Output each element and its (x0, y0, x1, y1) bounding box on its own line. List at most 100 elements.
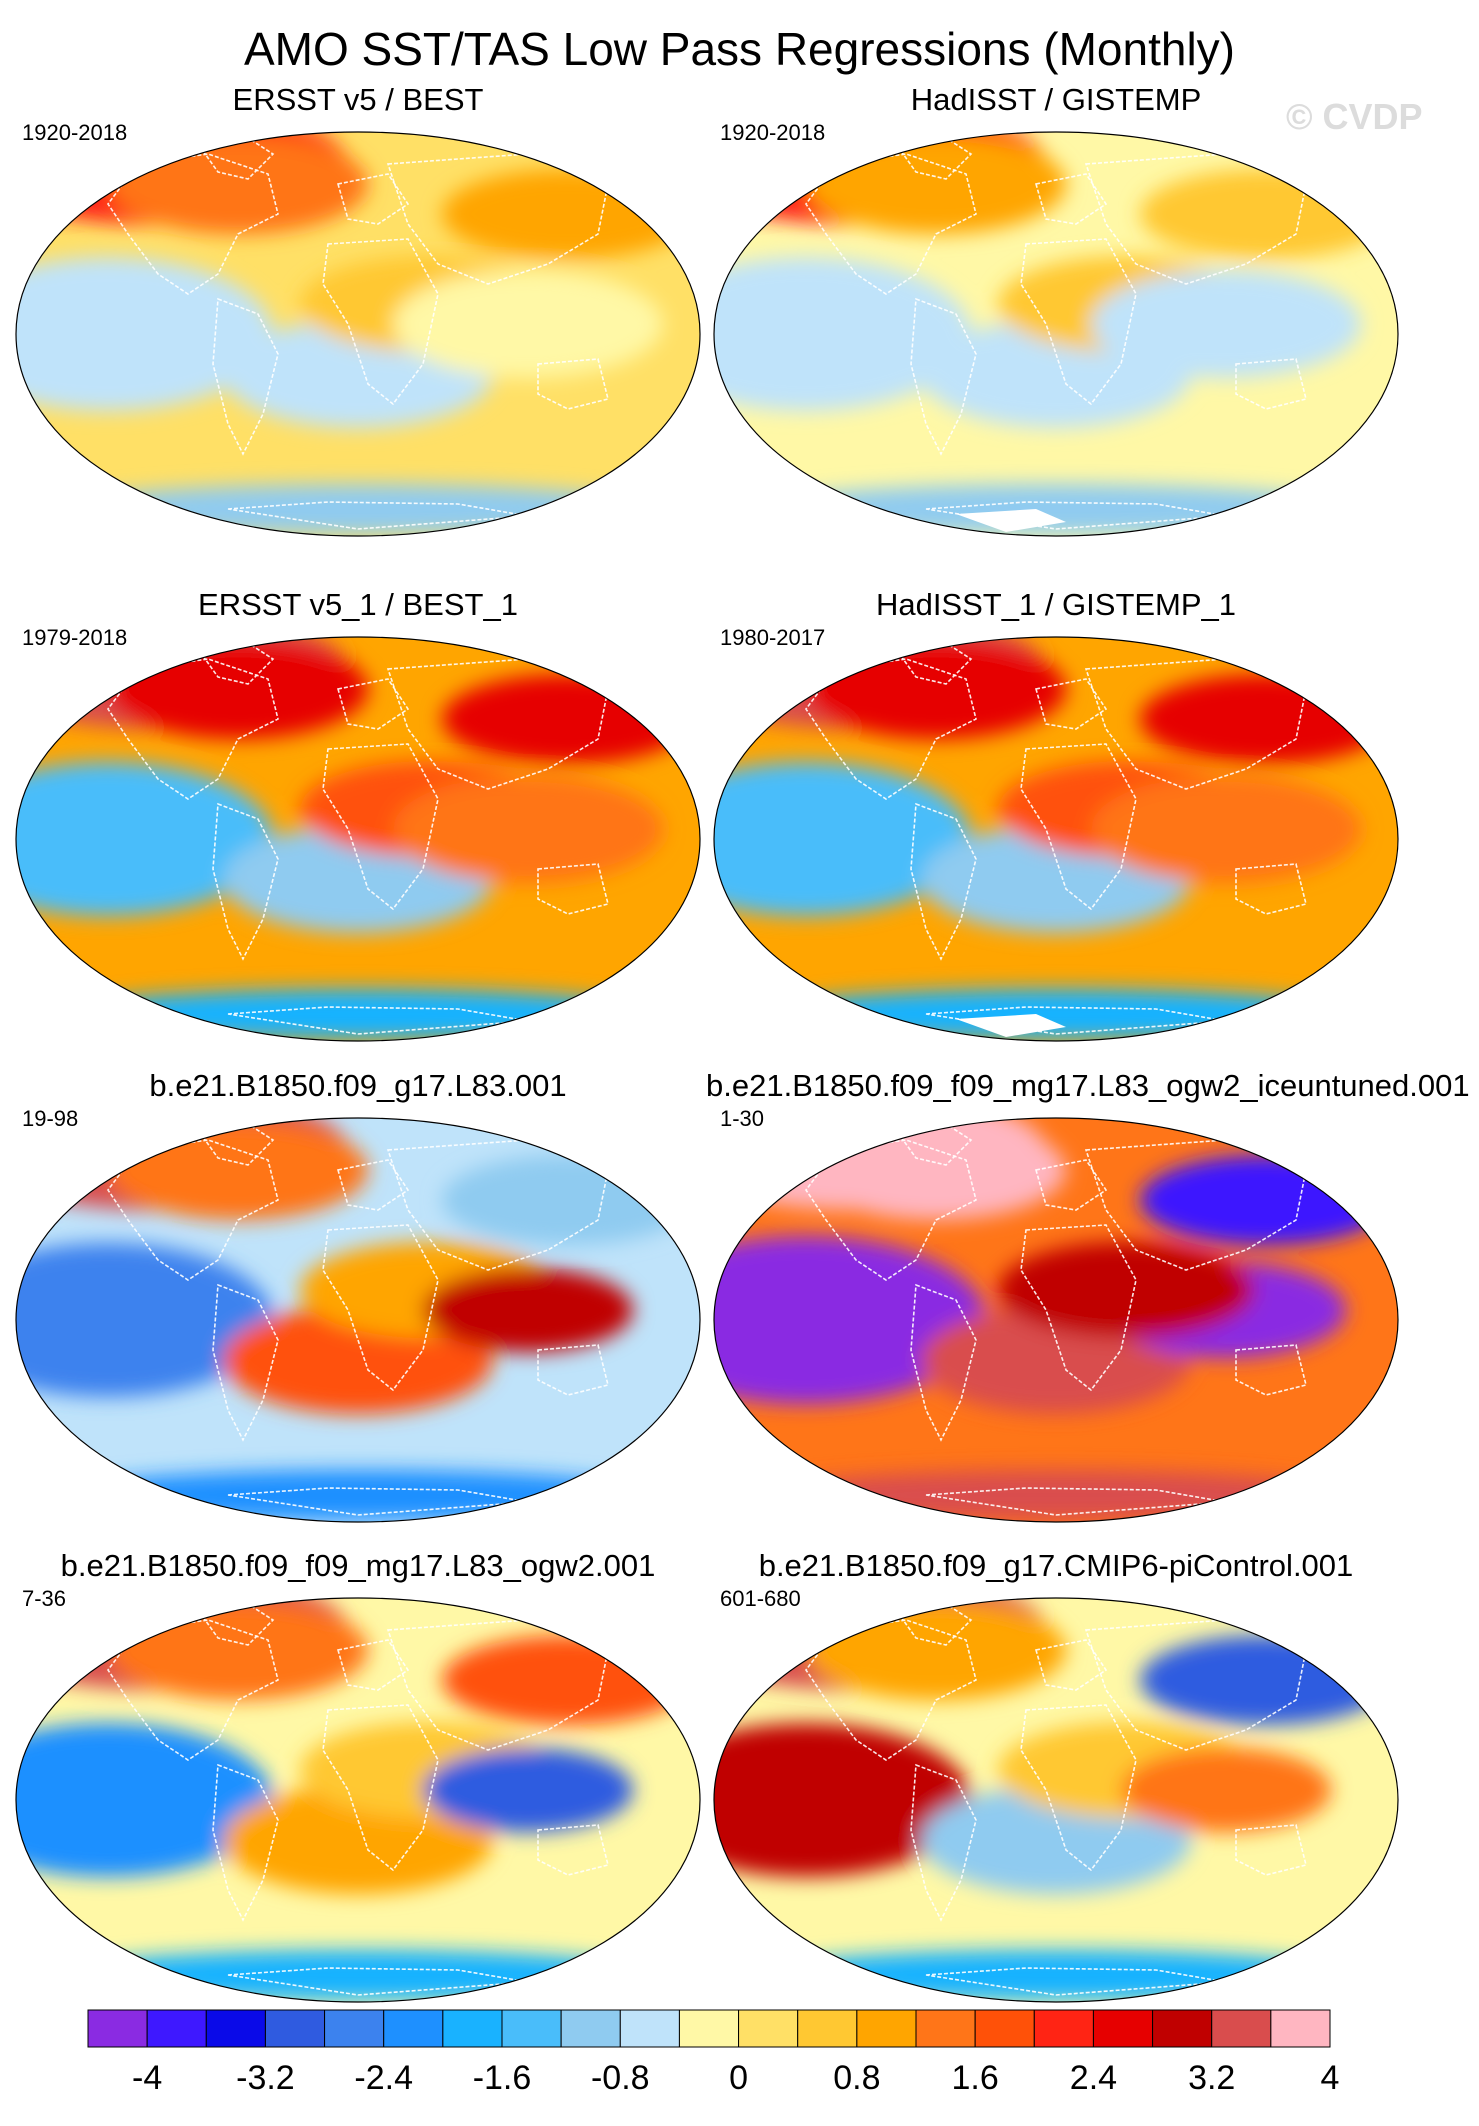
panel-years: 1-30 (720, 1106, 765, 1131)
anomaly-region (423, 1268, 633, 1352)
map-border (713, 131, 1399, 537)
anomaly-region (806, 639, 1066, 739)
coastline (322, 1704, 439, 1872)
colorbar-tick-label: 4 (1321, 2059, 1340, 2097)
anomaly-region (16, 257, 273, 411)
coastline (1235, 358, 1307, 410)
coastline (537, 863, 609, 915)
map-panel-ersst-best: ERSST v5 / BEST 1920-2018 (8, 82, 708, 552)
anomaly-region (756, 989, 1356, 1039)
colorbar-swatch (383, 2009, 444, 2048)
anomaly-region (1140, 169, 1392, 259)
colorbar-swatch (738, 2009, 799, 2048)
panel-years: 7-36 (22, 1586, 67, 1611)
colorbar-swatch (1152, 2009, 1213, 2048)
colorbar-swatch (797, 2009, 858, 2048)
anomaly-region (1140, 674, 1392, 764)
anomaly-region (756, 484, 1356, 534)
coastline (925, 1006, 1227, 1035)
coastline (212, 297, 279, 456)
panel-years: 601-680 (720, 1586, 801, 1611)
map-panel-hadisst-gistemp-1: HadISST_1 / GISTEMP_1 1980-2017 (706, 587, 1406, 1057)
coastline (1034, 1639, 1108, 1691)
anomaly-region (108, 134, 368, 234)
map-border (713, 636, 1399, 1042)
colorbar-swatch (324, 2009, 385, 2048)
coastline (1235, 863, 1307, 915)
anomaly-region (806, 1120, 1066, 1220)
world-map (713, 636, 1399, 1042)
coastline (910, 1283, 977, 1442)
coastline (336, 1159, 410, 1211)
colorbar-tick-label: 0 (729, 2059, 748, 2097)
figure-title: AMO SST/TAS Low Pass Regressions (Monthl… (244, 23, 1235, 75)
coastline (1020, 743, 1137, 911)
coastline (212, 802, 279, 961)
coastline (1034, 1159, 1108, 1211)
map-border (713, 1117, 1399, 1523)
anomaly-region (998, 1242, 1254, 1338)
colorbar: -4 -3.2 -2.4 -1.6 -0.8 0 0.8 1.6 2.4 3.2 4 (87, 2009, 1340, 2097)
anomaly-region (806, 134, 1066, 234)
coastline (894, 1603, 973, 1646)
colorbar-swatch (87, 2009, 148, 2048)
panel-years: 19-98 (22, 1106, 79, 1131)
anomaly-region (58, 1950, 658, 2000)
colorbar-swatch (264, 2009, 326, 2048)
coastline (212, 1763, 279, 1922)
coastline (322, 238, 439, 406)
coastline (925, 501, 1227, 530)
coastline (910, 802, 977, 961)
colorbar-tick-label: 3.2 (1188, 2059, 1235, 2097)
world-map (15, 1117, 701, 1523)
coastline (227, 501, 529, 530)
map-panel-hadisst-gistemp: HadISST / GISTEMP 1920-2018 (706, 82, 1406, 552)
anomaly-region (442, 169, 694, 259)
map-panel-b1850-ogw2-iceuntuned: b.e21.B1850.f09_f09_mg17.L83_ogw2_iceunt… (706, 1068, 1470, 1538)
coastline (925, 1487, 1227, 1516)
anomaly-region (16, 762, 273, 916)
colorbar-tick-label: -3.2 (236, 2059, 295, 2097)
coastline (805, 1139, 977, 1281)
colorbar-tick-label: 0.8 (833, 2059, 880, 2097)
colorbar-swatch (1270, 2009, 1331, 2048)
anomaly-region (58, 484, 658, 534)
coastline (1034, 678, 1108, 730)
world-map (15, 1597, 701, 2003)
colorbar-swatch (205, 2009, 266, 2048)
coastline (805, 153, 977, 295)
world-map (713, 1117, 1399, 1523)
anomaly-region (58, 1470, 658, 1520)
panel-years: 1920-2018 (720, 120, 826, 145)
colorbar-swatch (560, 2009, 621, 2048)
colorbar-swatch (856, 2009, 917, 2048)
colorbar-tick-label: 2.4 (1070, 2059, 1117, 2097)
panel-years: 1920-2018 (22, 120, 128, 145)
colorbar-tick-label: -1.6 (473, 2059, 532, 2097)
coastline (196, 642, 275, 685)
coastline (107, 1619, 279, 1761)
map-border (713, 1597, 1399, 2003)
map-panel-ersst-best-1: ERSST v5_1 / BEST_1 1979-2018 (8, 587, 708, 1057)
coastline (537, 358, 609, 410)
coastline (537, 1824, 609, 1876)
anomaly-region (806, 1600, 1066, 1700)
coastline (227, 1006, 529, 1035)
map-border (15, 636, 701, 1042)
anomaly-region (16, 1723, 273, 1877)
map-border (15, 131, 701, 537)
panel-title: HadISST / GISTEMP (910, 82, 1202, 117)
world-map (713, 131, 1399, 537)
coastline (1020, 1224, 1137, 1392)
coastline (1235, 1344, 1307, 1396)
world-map (15, 131, 701, 537)
coastline (107, 153, 279, 295)
coastline (910, 297, 977, 456)
colorbar-tick-label: -4 (132, 2059, 162, 2097)
anomaly-region (393, 270, 663, 378)
coastline (910, 1763, 977, 1922)
coastline (1034, 173, 1108, 225)
coastline (336, 678, 410, 730)
coastline (1020, 1704, 1137, 1872)
map-panel-b1850-l83: b.e21.B1850.f09_g17.L83.001 19-98 (8, 1068, 708, 1538)
